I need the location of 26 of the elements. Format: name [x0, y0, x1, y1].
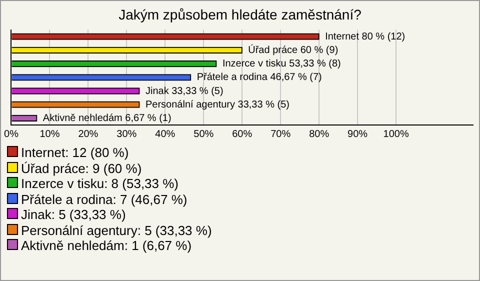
- text: Inzerce v tisku: 8 (53,33 %): [20, 176, 180, 192]
- text: Personální agentury: 5 (33,33 %): [20, 222, 212, 238]
- data-label: Přátele a rodina 46,67 % (7): [196, 72, 322, 84]
- data-label: Internet 80 % (12): [325, 31, 406, 42]
- text: Aktivně nehledám: 1 (6,67 %): [20, 238, 193, 254]
- x-tick-label: 50%: [194, 128, 214, 140]
- text: Internet: 12 (80 %): [20, 145, 130, 160]
- x-tick-label: 30%: [116, 128, 137, 140]
- data-label: Personální agentury 33,33 % (5): [145, 99, 290, 110]
- x-tick-label: 60%: [232, 128, 252, 140]
- chart-title: Jakým způsobem hledáte zaměstnání?: [118, 6, 362, 22]
- x-tick-label: 10%: [40, 128, 60, 140]
- x-tick-label: 90%: [348, 128, 368, 140]
- x-tick-label: 70%: [270, 128, 291, 140]
- x-tick-label: 100%: [383, 128, 409, 140]
- data-label: Úřad práce 60 % (9): [248, 44, 338, 56]
- data-label: Inzerce v tisku 53,33 % (8): [222, 58, 341, 70]
- x-tick-label: 0%: [4, 128, 19, 140]
- x-tick-label: 40%: [155, 128, 176, 140]
- text: Jinak: 5 (33,33 %): [20, 207, 127, 222]
- data-label: Jinak 33,33 % (5): [145, 86, 224, 97]
- text: Úřad práce: 9 (60 %): [20, 160, 143, 176]
- x-tick-label: 20%: [78, 128, 98, 140]
- x-tick-label: 80%: [309, 128, 330, 140]
- text: Přátele a rodina: 7 (46,67 %): [20, 192, 188, 207]
- data-label: Aktivně nehledám 6,67 % (1): [42, 112, 172, 124]
